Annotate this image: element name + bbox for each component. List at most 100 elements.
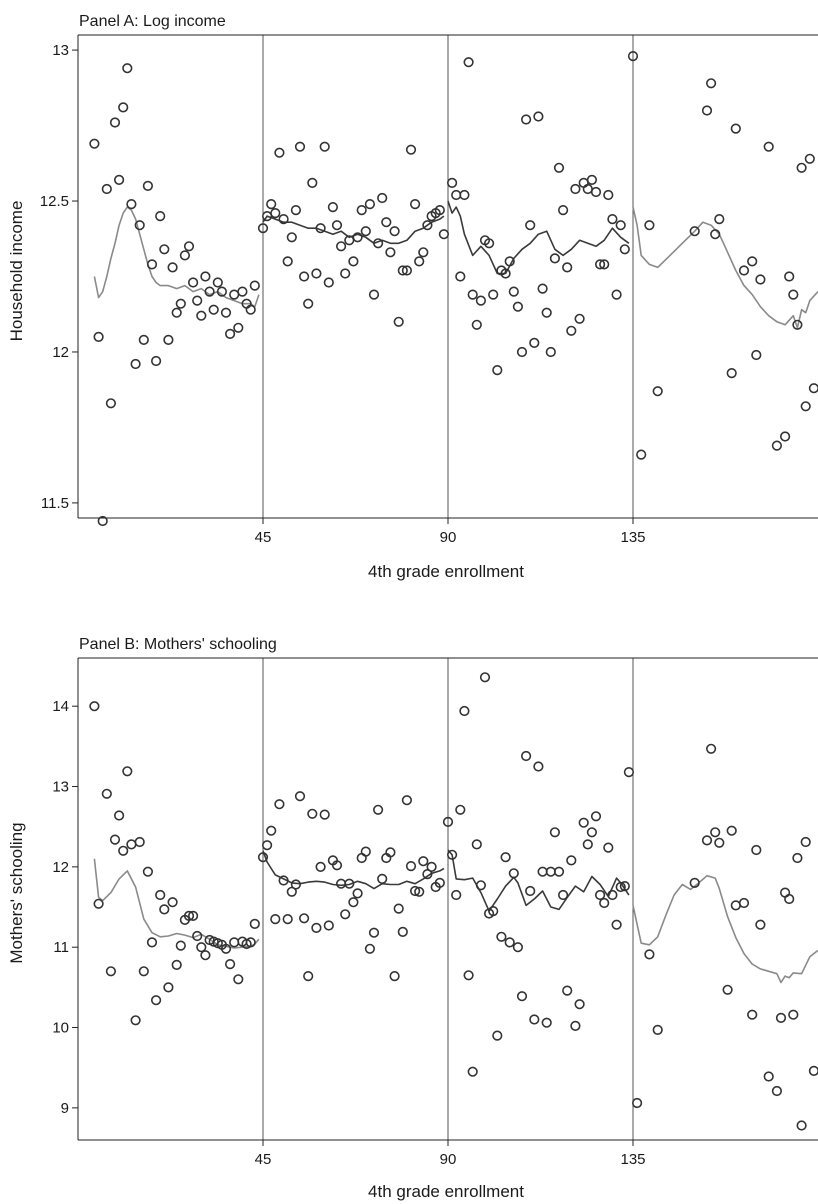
panel-a-data-point [225, 328, 236, 340]
panel-b-x-tick-label: 135 [620, 1151, 645, 1168]
panel-b-data-point [410, 885, 421, 897]
panel-b-data-point [771, 1085, 783, 1097]
panel-a-data-point [257, 223, 269, 234]
panel-b-data-point [171, 959, 182, 971]
panel-a-data-point [570, 183, 581, 195]
panel-b-data-point [401, 795, 413, 806]
panel-a-data-point [525, 220, 536, 231]
panel-b-data-point [726, 825, 737, 836]
panel-b-data-point [738, 897, 750, 909]
panel-b-data-point [557, 889, 569, 901]
panel-b-data-point [373, 804, 384, 815]
panel-b-data-point [705, 743, 717, 754]
panel-a-data-point [360, 226, 371, 237]
panel-a-data-point [529, 337, 540, 349]
panel-a-data-point [471, 319, 482, 330]
panel-b-data-point [471, 839, 482, 850]
panel-a-x-tick-label: 90 [440, 529, 457, 546]
panel-a-data-point [208, 304, 219, 315]
panel-a-data-point [438, 229, 450, 240]
panel-b-data-point [323, 920, 334, 931]
panel-b-data-point [385, 847, 396, 858]
panel-b-data-point [344, 878, 355, 889]
panel-b-title: Panel B: Mothers' schooling [79, 636, 277, 653]
panel-b-data-point [155, 889, 166, 901]
panel-b-data-point [418, 856, 429, 867]
panel-b-data-point [331, 860, 343, 871]
panel-a-fit-line [93, 206, 260, 308]
panel-b-data-point [105, 966, 116, 977]
panel-b-data-point [101, 788, 112, 799]
panel-b-data-point [500, 852, 511, 863]
panel-a-data-point [594, 259, 606, 270]
panel-a-data-point [784, 271, 795, 282]
panel-b-data-point [755, 919, 766, 930]
panel-a-data-point [130, 358, 141, 370]
panel-a-data-point [484, 238, 495, 249]
panel-a-data-point [282, 256, 293, 267]
panel-a-data-point [364, 199, 376, 210]
panel-b-data-point [340, 909, 351, 920]
panel-a-data-point [188, 277, 199, 288]
panel-a-y-tick-label: 13 [52, 42, 69, 59]
panel-b-data-point [652, 1024, 663, 1035]
panel-b-y-tick-label: 14 [52, 698, 69, 715]
panel-b-data-point [282, 913, 293, 925]
panel-b-data-point [118, 845, 129, 856]
panel-b-data-point [126, 839, 137, 850]
panel-b-data-point [689, 877, 700, 889]
panel-b-data-point [364, 943, 376, 954]
panel-b-data-point [109, 834, 121, 845]
panel-a-data-point [373, 238, 384, 249]
panel-a-data-point [590, 186, 602, 198]
panel-b-plot-area: 9 10 11 12 13 14 45 90 135 [52, 657, 818, 1168]
panel-a-data-point [146, 259, 158, 270]
panel-b-data-point [512, 942, 524, 953]
panel-b-data-point [225, 958, 236, 970]
panel-b-data-point [492, 1030, 503, 1041]
panel-b-data-point [792, 852, 803, 864]
panel-a-data-point [414, 256, 425, 267]
panel-a-data-point [599, 259, 610, 270]
panel-a-x-tick-label: 45 [255, 529, 272, 546]
panel-a-data-point [607, 214, 618, 225]
panel-b-data-point [249, 918, 260, 930]
panel-b-data-point [393, 903, 404, 914]
panel-b-data-point [529, 1014, 540, 1025]
panel-b-data-point [545, 866, 556, 877]
panel-a-data-point [619, 244, 630, 255]
panel-b-data-point [146, 937, 158, 948]
panel-b-data-point [130, 1015, 141, 1026]
panel-a-data-point [294, 141, 306, 152]
panel-b-data-point [475, 880, 487, 891]
panel-a-data-point [549, 253, 561, 264]
panel-a-data-point [738, 265, 750, 276]
panel-a-data-point [159, 244, 170, 255]
panel-a-data-point [290, 205, 302, 216]
panel-b-y-axis-label: Mothers' schooling [7, 822, 26, 963]
panel-a-data-point [319, 141, 330, 152]
panel-a-data-point [636, 449, 647, 460]
panel-b-data-point [377, 873, 388, 885]
panel-b-data-point [533, 761, 544, 772]
panel-b-data-point [266, 825, 277, 836]
panel-b-data-point [319, 809, 330, 820]
panel-b-y-tick-label: 9 [61, 1100, 69, 1117]
panel-a-y-axis-label: Household income [7, 201, 26, 342]
panel-b-data-point [800, 836, 811, 848]
panel-a-data-point [582, 183, 593, 195]
panel-b-data-point [553, 866, 565, 877]
panel-b-data-point [459, 705, 470, 717]
panel-b-fit-line [632, 874, 818, 984]
panel-b-data-point [442, 816, 454, 828]
panel-b-data-point [151, 995, 162, 1006]
panel-b-data-point [426, 861, 437, 873]
panel-a-data-point [434, 205, 445, 216]
panel-b-data-point [644, 949, 655, 960]
panel-a-data-point [245, 304, 256, 315]
panel-b-data-point [763, 1071, 774, 1082]
panel-b-x-tick-label: 90 [440, 1151, 457, 1168]
panel-b-data-point [562, 985, 573, 996]
panel-a-fit-line [632, 206, 818, 329]
panel-b-data-point [808, 1065, 818, 1076]
